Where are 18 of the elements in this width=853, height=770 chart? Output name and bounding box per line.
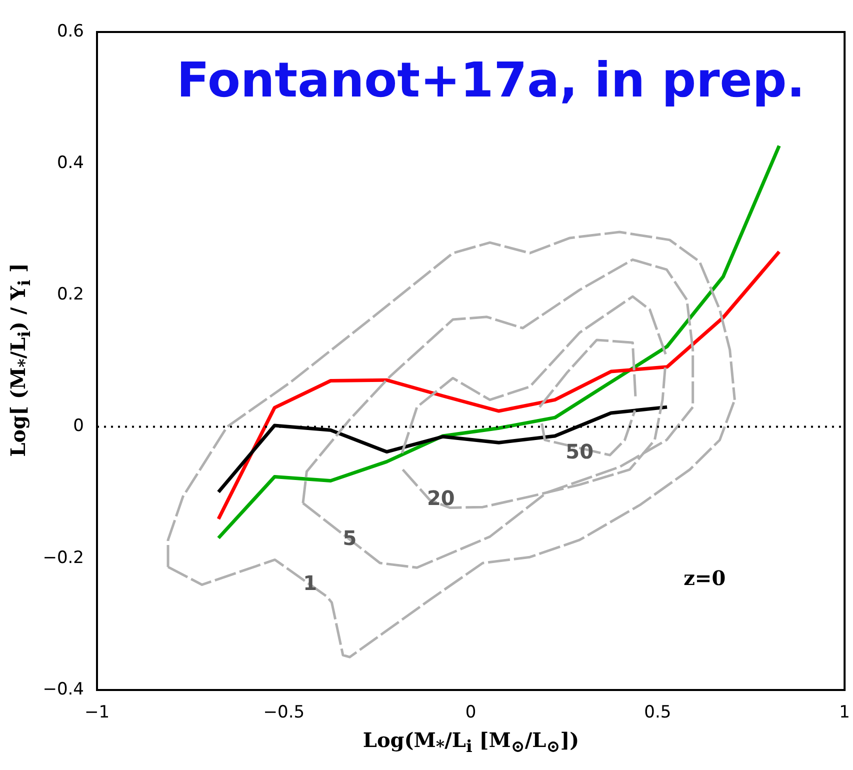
x-tick-label: −0.5: [263, 702, 305, 723]
x-tick-label: 1: [839, 702, 850, 723]
x-tick-label: 0: [465, 702, 476, 723]
annotation: 20: [426, 486, 455, 510]
annotation: 1: [303, 570, 318, 595]
y-tick-label: 0.4: [56, 153, 84, 174]
text: Fontanot+17a, in prep.: [176, 52, 805, 108]
y-tick-label: 0.6: [56, 21, 84, 42]
annotation: 50: [566, 439, 594, 464]
text: Log(M$_{*}$/L$_{i}$ [M$_{⊙}$/L$_{⊙}$]): [362, 728, 580, 756]
x-tick-label: 0.5: [644, 702, 672, 723]
annotation: 5: [342, 526, 357, 550]
annotation: z=0: [684, 566, 726, 590]
y-tick-label: −0.4: [42, 679, 84, 700]
x-tick-label: −1: [84, 702, 110, 723]
y-tick-label: 0: [73, 416, 84, 436]
y-tick-label: 0.2: [56, 284, 84, 305]
y-tick-label: −0.2: [42, 548, 84, 568]
